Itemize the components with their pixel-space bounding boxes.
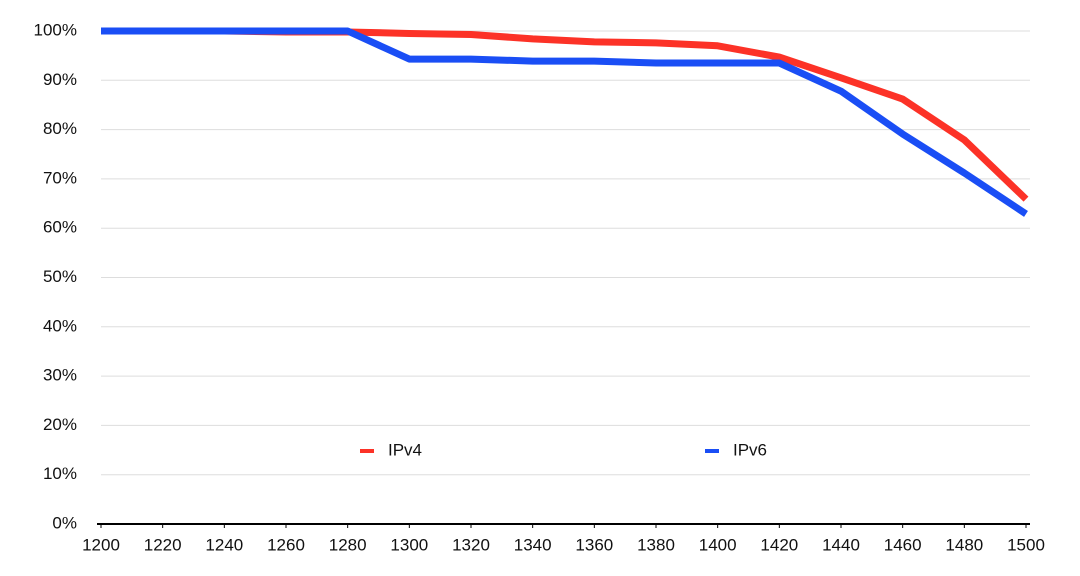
x-tick-label: 1280: [329, 535, 367, 554]
x-tick-label: 1400: [699, 535, 737, 554]
x-tick-label: 1360: [575, 535, 613, 554]
x-tick-label: 1320: [452, 535, 490, 554]
line: [101, 27, 1028, 217]
y-tick-label: 40%: [43, 316, 77, 335]
line: [101, 27, 1029, 202]
y-tick-label: 10%: [43, 464, 77, 483]
x-tick-label: 1480: [945, 535, 983, 554]
x-tick-label: 1200: [82, 535, 120, 554]
y-tick-label: 20%: [43, 415, 77, 434]
x-tick-label: 1240: [205, 535, 243, 554]
x-tick-label: 1420: [760, 535, 798, 554]
y-tick-label: 50%: [43, 267, 77, 286]
x-tick-label: 1260: [267, 535, 305, 554]
x-tick-label: 1380: [637, 535, 675, 554]
y-tick-label: 90%: [43, 70, 77, 89]
x-tick-label: 1220: [144, 535, 182, 554]
y-tick-label: 70%: [43, 168, 77, 187]
x-tick-label: 1300: [390, 535, 428, 554]
legend-label: IPv6: [733, 440, 767, 459]
x-tick-label: 1460: [884, 535, 922, 554]
x-tick-label: 1340: [514, 535, 552, 554]
y-tick-label: 60%: [43, 218, 77, 237]
y-tick-label: 80%: [43, 119, 77, 138]
y-tick-label: 0%: [52, 513, 77, 532]
x-tick-label: 1440: [822, 535, 860, 554]
legend-label: IPv4: [388, 440, 422, 459]
x-tick-label: 1500: [1007, 535, 1045, 554]
y-tick-label: 30%: [43, 366, 77, 385]
y-tick-label: 100%: [34, 20, 77, 39]
